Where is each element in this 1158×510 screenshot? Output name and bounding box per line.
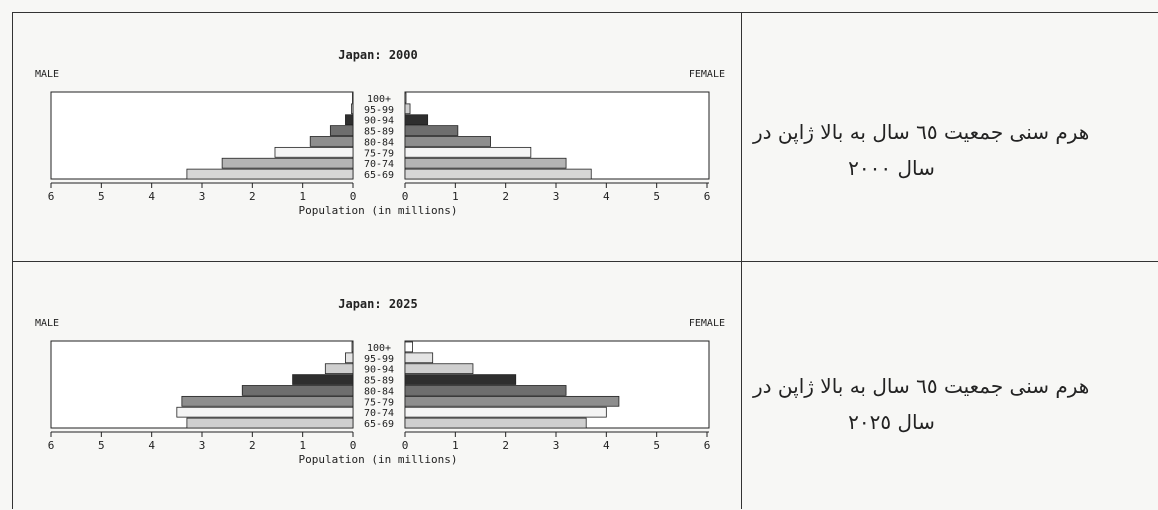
age-group-label: 95-99	[364, 105, 394, 116]
age-group-label: 100+	[367, 343, 391, 354]
male-bar	[181, 395, 354, 407]
x-tick-label: 3	[553, 190, 560, 203]
male-bar	[176, 406, 354, 418]
female-bar	[404, 417, 587, 429]
female-bar	[404, 157, 567, 169]
male-bar	[309, 136, 354, 147]
x-tick-label: 0	[402, 190, 409, 203]
x-tick-label: 6	[48, 190, 55, 203]
pyramid-chart-2000: Japan: 2000 MALE FEMALE 100+95-9990-9485-89…	[35, 48, 725, 217]
male-bar	[221, 157, 354, 169]
male-bar	[345, 352, 354, 364]
table-frame	[12, 12, 1158, 509]
x-tick-label: 0	[350, 190, 357, 203]
caption-2000: هرم سنی جمعیت ٦٥ سال به بالا ژاپن در سال…	[745, 114, 1158, 186]
age-group-label: 90-94	[364, 116, 394, 127]
age-group-label: 70-74	[364, 408, 394, 419]
male-bar	[292, 374, 354, 385]
male-label: MALE	[35, 318, 59, 329]
column-divider	[741, 12, 742, 509]
male-bar	[351, 341, 354, 353]
age-group-label: 70-74	[364, 159, 394, 170]
chart-cell-2000: Japan: 2000 MALE FEMALE 100+ 95-99 90-94 85-89…	[13, 13, 740, 261]
x-axis-label: Population (in millions)	[299, 204, 458, 217]
female-bar	[404, 136, 491, 147]
caption-line-2: سال ٢٠٢٥	[848, 410, 935, 434]
female-bar	[404, 103, 411, 115]
x-tick-label: 5	[653, 190, 660, 203]
female-bar	[404, 146, 532, 158]
female-bar	[404, 341, 413, 353]
x-tick-label: 6	[704, 190, 711, 203]
male-bar	[324, 363, 354, 375]
pyramid-chart-2025: Japan: 2025 MALE FEMALE 100+95-9990-9485-89…	[35, 297, 725, 466]
x-tick-label: 5	[98, 190, 105, 203]
age-group-label: 65-69	[364, 419, 394, 430]
male-bar	[186, 417, 354, 429]
x-tick-label: 3	[199, 439, 206, 452]
x-tick-label: 6	[704, 439, 711, 452]
female-bar	[404, 395, 620, 407]
x-tick-label: 1	[299, 439, 306, 452]
row-divider	[12, 261, 1158, 262]
age-group-label: 65-69	[364, 170, 394, 181]
x-tick-label: 5	[98, 439, 105, 452]
chart-cell-2025: Japan: 2025 MALE FEMALE 100+ 95-99 90-94 85-89…	[13, 262, 740, 510]
female-bar	[404, 352, 434, 364]
male-bar	[345, 114, 354, 126]
x-tick-label: 4	[603, 439, 610, 452]
x-tick-label: 2	[502, 190, 509, 203]
female-bar	[404, 125, 459, 136]
x-tick-label: 4	[603, 190, 610, 203]
age-group-label: 75-79	[364, 397, 394, 408]
female-bar	[404, 363, 474, 375]
male-bar	[186, 168, 354, 180]
x-tick-label: 0	[402, 439, 409, 452]
male-label: MALE	[35, 69, 59, 80]
x-tick-label: 1	[452, 439, 459, 452]
male-bar	[241, 385, 354, 396]
x-tick-label: 6	[48, 439, 55, 452]
female-bar	[404, 406, 607, 418]
male-bar	[329, 125, 354, 136]
female-bar	[404, 168, 592, 180]
male-bar	[352, 92, 354, 104]
x-tick-label: 5	[653, 439, 660, 452]
x-tick-label: 2	[249, 190, 256, 203]
caption-line-2: سال ٢٠٠٠	[848, 156, 935, 180]
chart-title: Japan: 2000	[338, 48, 417, 62]
x-tick-label: 1	[452, 190, 459, 203]
age-group-label: 85-89	[364, 127, 394, 138]
x-axis-label: Population (in millions)	[299, 453, 458, 466]
caption-line-1: هرم سنی جمعیت ٦٥ سال به بالا ژاپن در	[753, 374, 1090, 398]
x-tick-label: 3	[199, 190, 206, 203]
age-group-label: 80-84	[364, 386, 394, 397]
female-label: FEMALE	[689, 318, 725, 329]
caption-2025: هرم سنی جمعیت ٦٥ سال به بالا ژاپن در سال…	[745, 368, 1158, 440]
male-bar	[274, 146, 354, 158]
female-bar	[404, 374, 517, 385]
x-tick-label: 3	[553, 439, 560, 452]
female-bar	[404, 114, 429, 126]
age-group-label: 95-99	[364, 354, 394, 365]
age-group-label: 75-79	[364, 148, 394, 159]
female-bar	[404, 385, 567, 396]
female-bar	[404, 92, 407, 104]
age-group-label: 100+	[367, 94, 391, 105]
x-tick-label: 2	[249, 439, 256, 452]
age-group-label: 80-84	[364, 137, 394, 148]
female-label: FEMALE	[689, 69, 725, 80]
age-group-label: 85-89	[364, 376, 394, 387]
age-group-label: 90-94	[364, 365, 394, 376]
x-tick-label: 4	[148, 439, 155, 452]
x-tick-label: 0	[350, 439, 357, 452]
male-bar	[351, 103, 354, 115]
x-tick-label: 4	[148, 190, 155, 203]
x-tick-label: 1	[299, 190, 306, 203]
x-tick-label: 2	[502, 439, 509, 452]
chart-title: Japan: 2025	[338, 297, 417, 311]
caption-line-1: هرم سنی جمعیت ٦٥ سال به بالا ژاپن در	[753, 120, 1090, 144]
